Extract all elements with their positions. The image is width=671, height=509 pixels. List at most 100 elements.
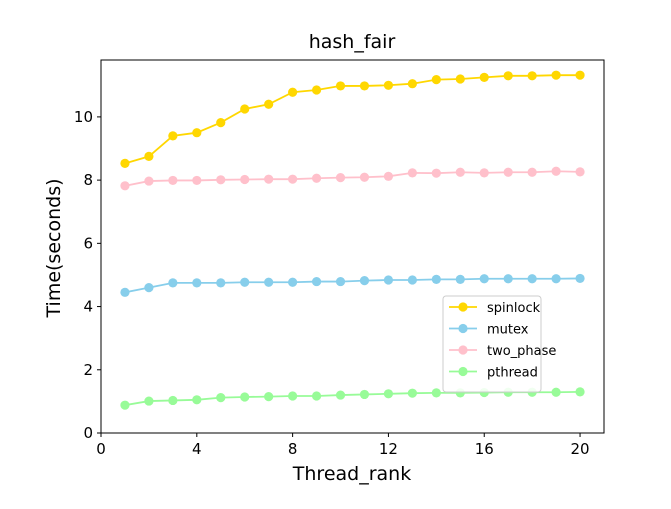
data-point-mutex [120, 287, 130, 297]
legend-item-two_phase: two_phase [449, 344, 556, 359]
data-point-spinlock [288, 87, 298, 97]
data-point-pthread [407, 388, 417, 398]
data-point-mutex [144, 282, 154, 293]
data-point-spinlock [144, 151, 154, 162]
data-point-two_phase [455, 167, 465, 177]
y-tick-label: 2 [83, 361, 93, 379]
y-axis-label: Time(seconds) [43, 179, 65, 319]
data-point-spinlock [551, 70, 561, 80]
data-point-mutex [192, 278, 202, 288]
data-point-pthread [144, 396, 154, 406]
data-point-mutex [240, 277, 250, 287]
data-point-pthread [431, 388, 441, 398]
data-point-pthread [551, 387, 561, 397]
data-point-two_phase [264, 174, 274, 184]
data-point-pthread [120, 400, 130, 410]
data-point-pthread [383, 389, 394, 399]
series-mutex [120, 273, 585, 297]
data-point-mutex [431, 274, 441, 284]
y-tick-label: 4 [83, 298, 93, 316]
data-point-two_phase [575, 167, 585, 177]
data-point-mutex [288, 277, 298, 287]
legend-item-spinlock: spinlock [449, 301, 541, 316]
legend-item-mutex: mutex [449, 323, 529, 338]
data-point-mutex [575, 273, 585, 284]
data-point-pthread [192, 395, 202, 405]
data-point-mutex [455, 274, 465, 284]
legend-label: pthread [487, 366, 538, 381]
series-layer [120, 70, 585, 410]
data-point-pthread [264, 392, 274, 402]
legend-swatch-marker [458, 302, 468, 312]
data-point-mutex [503, 274, 513, 284]
legend-box [442, 295, 542, 393]
x-tick-label: 20 [571, 440, 590, 458]
data-point-two_phase [120, 181, 130, 191]
data-point-two_phase [431, 168, 441, 178]
x-tick-label: 8 [288, 440, 298, 458]
data-point-spinlock [335, 81, 346, 91]
x-tick-label: 0 [96, 440, 106, 458]
data-point-pthread [575, 387, 585, 397]
y-tick-label: 8 [83, 171, 93, 189]
series-two_phase [120, 166, 585, 191]
data-point-mutex [264, 277, 274, 287]
data-point-spinlock [264, 99, 274, 109]
plot-border [100, 59, 605, 434]
data-point-two_phase [359, 172, 370, 182]
series-line-spinlock [124, 74, 581, 165]
x-axis-label: Thread_rank [292, 463, 411, 485]
legend-item-pthread: pthread [449, 366, 538, 381]
legend-swatch-marker [458, 345, 468, 355]
data-point-two_phase [240, 174, 250, 185]
data-point-spinlock [407, 79, 417, 89]
data-point-spinlock [311, 85, 322, 95]
data-point-pthread [359, 389, 370, 400]
data-point-spinlock [527, 71, 537, 81]
data-point-spinlock [168, 131, 178, 141]
data-point-two_phase [288, 174, 298, 184]
x-tick-label: 4 [192, 440, 202, 458]
data-point-two_phase [168, 175, 178, 186]
data-point-two_phase [216, 175, 226, 185]
legend-label: spinlock [487, 301, 541, 316]
data-point-mutex [479, 274, 489, 284]
y-tick-label: 6 [83, 234, 93, 252]
data-point-two_phase [144, 176, 154, 186]
chart-title: hash_fair [309, 31, 396, 53]
data-point-two_phase [311, 173, 322, 183]
data-point-two_phase [527, 167, 537, 177]
data-point-pthread [240, 392, 250, 402]
data-point-mutex [335, 276, 346, 287]
y-tick-label: 10 [74, 108, 93, 126]
data-point-pthread [311, 391, 322, 401]
data-point-two_phase [503, 167, 513, 177]
y-tick-label: 0 [83, 424, 93, 442]
data-point-mutex [551, 274, 561, 284]
data-point-mutex [168, 278, 178, 288]
data-point-spinlock [431, 74, 441, 85]
data-point-spinlock [479, 72, 489, 82]
data-point-pthread [335, 390, 346, 400]
data-point-mutex [383, 275, 394, 285]
data-point-spinlock [192, 128, 202, 138]
data-point-spinlock [455, 74, 465, 84]
data-point-spinlock [575, 70, 585, 80]
legend-label: mutex [487, 323, 529, 338]
data-point-mutex [216, 278, 226, 288]
data-point-two_phase [335, 172, 346, 183]
legend-swatch-marker [458, 366, 468, 377]
x-axis-ticks: 0 4 8 12 16 20 [96, 433, 590, 458]
data-point-pthread [216, 392, 226, 403]
y-axis-ticks: 0 2 4 6 8 10 [74, 108, 101, 442]
data-point-mutex [407, 275, 417, 285]
data-point-spinlock [240, 104, 250, 114]
data-point-spinlock [359, 81, 370, 91]
data-point-spinlock [383, 80, 394, 90]
series-spinlock [120, 70, 585, 168]
data-point-pthread [168, 395, 178, 406]
data-point-spinlock [216, 117, 226, 128]
